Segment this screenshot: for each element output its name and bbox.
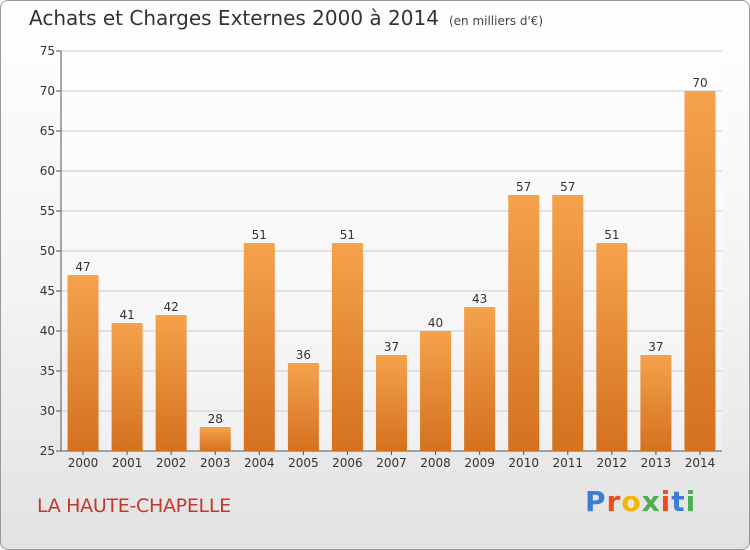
bar-2005 [287, 363, 319, 451]
bar-2009 [464, 307, 496, 451]
commune-name: LA HAUTE-CHAPELLE [37, 495, 231, 517]
data-labels: 47 41 42 28 51 36 51 37 40 43 57 57 51 37 70 [75, 76, 707, 426]
bar-2007 [376, 355, 407, 451]
x-tick-label-2013: 2013 [641, 456, 672, 470]
x-tick-label-2010: 2010 [508, 456, 539, 470]
data-label-2009: 43 [472, 292, 487, 306]
x-tick-label-2012: 2012 [597, 456, 628, 470]
y-tick-label: 65 [40, 124, 55, 138]
x-tick-label-2006: 2006 [332, 456, 363, 470]
data-label-2008: 40 [428, 316, 443, 330]
y-tick-label: 60 [40, 164, 55, 178]
data-label-2013: 37 [648, 340, 663, 354]
x-tick-label-2014: 2014 [685, 456, 716, 470]
data-label-2000: 47 [75, 260, 90, 274]
bar-2014 [684, 91, 716, 451]
data-label-2001: 41 [119, 308, 134, 322]
data-label-2007: 37 [384, 340, 399, 354]
bar-2000 [67, 275, 99, 451]
y-tick-label: 35 [40, 364, 55, 378]
y-tick-label: 50 [40, 244, 55, 258]
data-label-2012: 51 [604, 228, 619, 242]
x-tick-label-2008: 2008 [420, 456, 451, 470]
x-tick-label-2004: 2004 [244, 456, 275, 470]
proxiti-logo: Proxiti [585, 485, 697, 518]
bar-2011 [552, 195, 584, 451]
title-unit: (en milliers d'€) [448, 14, 544, 28]
title-text: Achats et Charges Externes 2000 à 2014 [29, 6, 439, 30]
bar-2001 [111, 323, 143, 451]
x-tick-label-2001: 2001 [112, 456, 143, 470]
data-label-2014: 70 [692, 76, 707, 90]
bar-2008 [420, 331, 452, 451]
y-tick-label: 40 [40, 324, 55, 338]
y-tick-label: 30 [40, 404, 55, 418]
bar-2004 [243, 243, 275, 451]
bar-2006 [331, 243, 363, 451]
chart-title: Achats et Charges Externes 2000 à 2014 (e… [29, 6, 543, 30]
data-label-2011: 57 [560, 180, 575, 194]
y-tick-label: 45 [40, 284, 55, 298]
bars [67, 91, 716, 451]
x-tick-label-2000: 2000 [68, 456, 99, 470]
data-label-2005: 36 [296, 348, 311, 362]
x-tick-label-2002: 2002 [156, 456, 187, 470]
bar-2012 [596, 243, 628, 451]
bar-2013 [640, 355, 672, 451]
x-tick-label-2007: 2007 [376, 456, 407, 470]
data-label-2003: 28 [208, 412, 223, 426]
data-label-2010: 57 [516, 180, 531, 194]
y-tick-label: 25 [40, 444, 55, 458]
data-label-2004: 51 [252, 228, 267, 242]
y-tick-label: 55 [40, 204, 55, 218]
x-tick-label-2009: 2009 [464, 456, 495, 470]
data-label-2002: 42 [164, 300, 179, 314]
data-label-2006: 51 [340, 228, 355, 242]
x-tick-label-2011: 2011 [552, 456, 583, 470]
bar-2003 [199, 427, 231, 451]
y-tick-label: 75 [40, 44, 55, 58]
y-tick-label: 70 [40, 84, 55, 98]
x-tick-label-2003: 2003 [200, 456, 231, 470]
bar-2010 [508, 195, 540, 451]
bar-2002 [155, 315, 187, 451]
x-tick-label-2005: 2005 [288, 456, 319, 470]
